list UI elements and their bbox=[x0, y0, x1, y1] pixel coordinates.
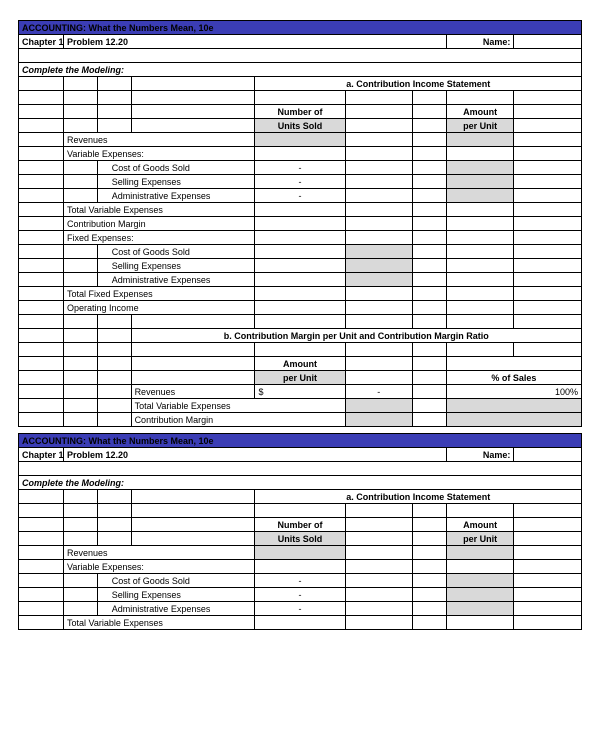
cell-input[interactable] bbox=[345, 413, 413, 427]
cell-input[interactable] bbox=[255, 133, 345, 147]
col-per-unit: per Unit bbox=[446, 119, 514, 133]
cell-input[interactable] bbox=[446, 175, 514, 189]
section-a-title: a. Contribution Income Statement bbox=[255, 77, 582, 91]
cell-input[interactable] bbox=[446, 574, 514, 588]
col-amount-2: Amount bbox=[446, 518, 514, 532]
cell-input[interactable] bbox=[446, 189, 514, 203]
cell-input[interactable] bbox=[446, 413, 581, 427]
cell-input[interactable] bbox=[345, 399, 413, 413]
row-contrib-margin-b: Contribution Margin bbox=[131, 413, 345, 427]
row-cogs-2: Cost of Goods Sold bbox=[97, 574, 255, 588]
problem-cell: Problem 12.20 bbox=[64, 35, 447, 49]
book-title-row-2: ACCOUNTING: What the Numbers Mean, 10e bbox=[19, 434, 582, 448]
row-revenues-b: Revenues bbox=[131, 385, 255, 399]
cell-val: - bbox=[255, 161, 345, 175]
row-admin-exp-2: Administrative Expenses bbox=[97, 602, 255, 616]
chapter-cell: Chapter 12 bbox=[19, 35, 64, 49]
cell-input[interactable] bbox=[255, 546, 345, 560]
prompt-row: Complete the Modeling: bbox=[19, 63, 582, 77]
row-revenues: Revenues bbox=[64, 133, 255, 147]
row-sell-exp-2: Selling Expenses bbox=[97, 588, 255, 602]
cell-input[interactable] bbox=[345, 259, 413, 273]
col-units-sold-2: Units Sold bbox=[255, 532, 345, 546]
section-a-title-2: a. Contribution Income Statement bbox=[255, 490, 582, 504]
row-cogs-f: Cost of Goods Sold bbox=[97, 245, 255, 259]
cell-input[interactable] bbox=[446, 602, 514, 616]
cell-val: - bbox=[255, 175, 345, 189]
col-number-of: Number of bbox=[255, 105, 345, 119]
blank-row bbox=[19, 49, 582, 63]
col-per-unit-b: per Unit bbox=[255, 371, 345, 385]
cell-input[interactable] bbox=[345, 245, 413, 259]
row-sell-exp: Selling Expenses bbox=[97, 175, 255, 189]
row-op-income: Operating Income bbox=[64, 301, 255, 315]
worksheet-table: ACCOUNTING: What the Numbers Mean, 10e C… bbox=[18, 20, 582, 427]
cell-pct100: 100% bbox=[446, 385, 581, 399]
row-sell-exp-f: Selling Expenses bbox=[97, 259, 255, 273]
row-tot-var-exp: Total Variable Expenses bbox=[64, 203, 255, 217]
prompt-row-2: Complete the Modeling: bbox=[19, 476, 582, 490]
cell-val: - bbox=[255, 574, 345, 588]
row-revenues-2: Revenues bbox=[64, 546, 255, 560]
book-title-row: ACCOUNTING: What the Numbers Mean, 10e bbox=[19, 21, 582, 35]
worksheet-page: ACCOUNTING: What the Numbers Mean, 10e C… bbox=[0, 0, 600, 730]
cell-input[interactable] bbox=[446, 546, 514, 560]
name-input-2[interactable] bbox=[514, 448, 582, 462]
cell-dash: - bbox=[345, 385, 413, 399]
name-label: Name: bbox=[446, 35, 514, 49]
row-fixed-exp: Fixed Expenses: bbox=[64, 231, 255, 245]
cell-val: - bbox=[255, 588, 345, 602]
problem-cell-2: Problem 12.20 bbox=[64, 448, 447, 462]
section-b-title: b. Contribution Margin per Unit and Cont… bbox=[131, 329, 581, 343]
col-number-of-2: Number of bbox=[255, 518, 345, 532]
row-contrib-margin: Contribution Margin bbox=[64, 217, 255, 231]
blank-row bbox=[19, 462, 582, 476]
cell-val: - bbox=[255, 602, 345, 616]
col-per-unit-2: per Unit bbox=[446, 532, 514, 546]
name-input[interactable] bbox=[514, 35, 582, 49]
cell-input[interactable] bbox=[345, 273, 413, 287]
row-var-exp-2: Variable Expenses: bbox=[64, 560, 255, 574]
row-var-exp: Variable Expenses: bbox=[64, 147, 255, 161]
row-admin-exp: Administrative Expenses bbox=[97, 189, 255, 203]
cell-input[interactable] bbox=[446, 399, 581, 413]
col-units-sold: Units Sold bbox=[255, 119, 345, 133]
name-label-2: Name: bbox=[446, 448, 514, 462]
cell-dollar: $ bbox=[255, 385, 345, 399]
worksheet-table-2: ACCOUNTING: What the Numbers Mean, 10e C… bbox=[18, 433, 582, 630]
col-pct-sales: % of Sales bbox=[446, 371, 581, 385]
col-amount-b: Amount bbox=[255, 357, 345, 371]
cell-input[interactable] bbox=[446, 133, 514, 147]
row-tot-var-exp-b: Total Variable Expenses bbox=[131, 399, 345, 413]
cell-val: - bbox=[255, 189, 345, 203]
row-admin-exp-f: Administrative Expenses bbox=[97, 273, 255, 287]
chapter-cell-2: Chapter 12 bbox=[19, 448, 64, 462]
cell-input[interactable] bbox=[446, 161, 514, 175]
cell-input[interactable] bbox=[446, 588, 514, 602]
row-cogs: Cost of Goods Sold bbox=[97, 161, 255, 175]
col-amount: Amount bbox=[446, 105, 514, 119]
row-tot-fixed-exp: Total Fixed Expenses bbox=[64, 287, 255, 301]
row-tot-var-exp-2: Total Variable Expenses bbox=[64, 616, 255, 630]
